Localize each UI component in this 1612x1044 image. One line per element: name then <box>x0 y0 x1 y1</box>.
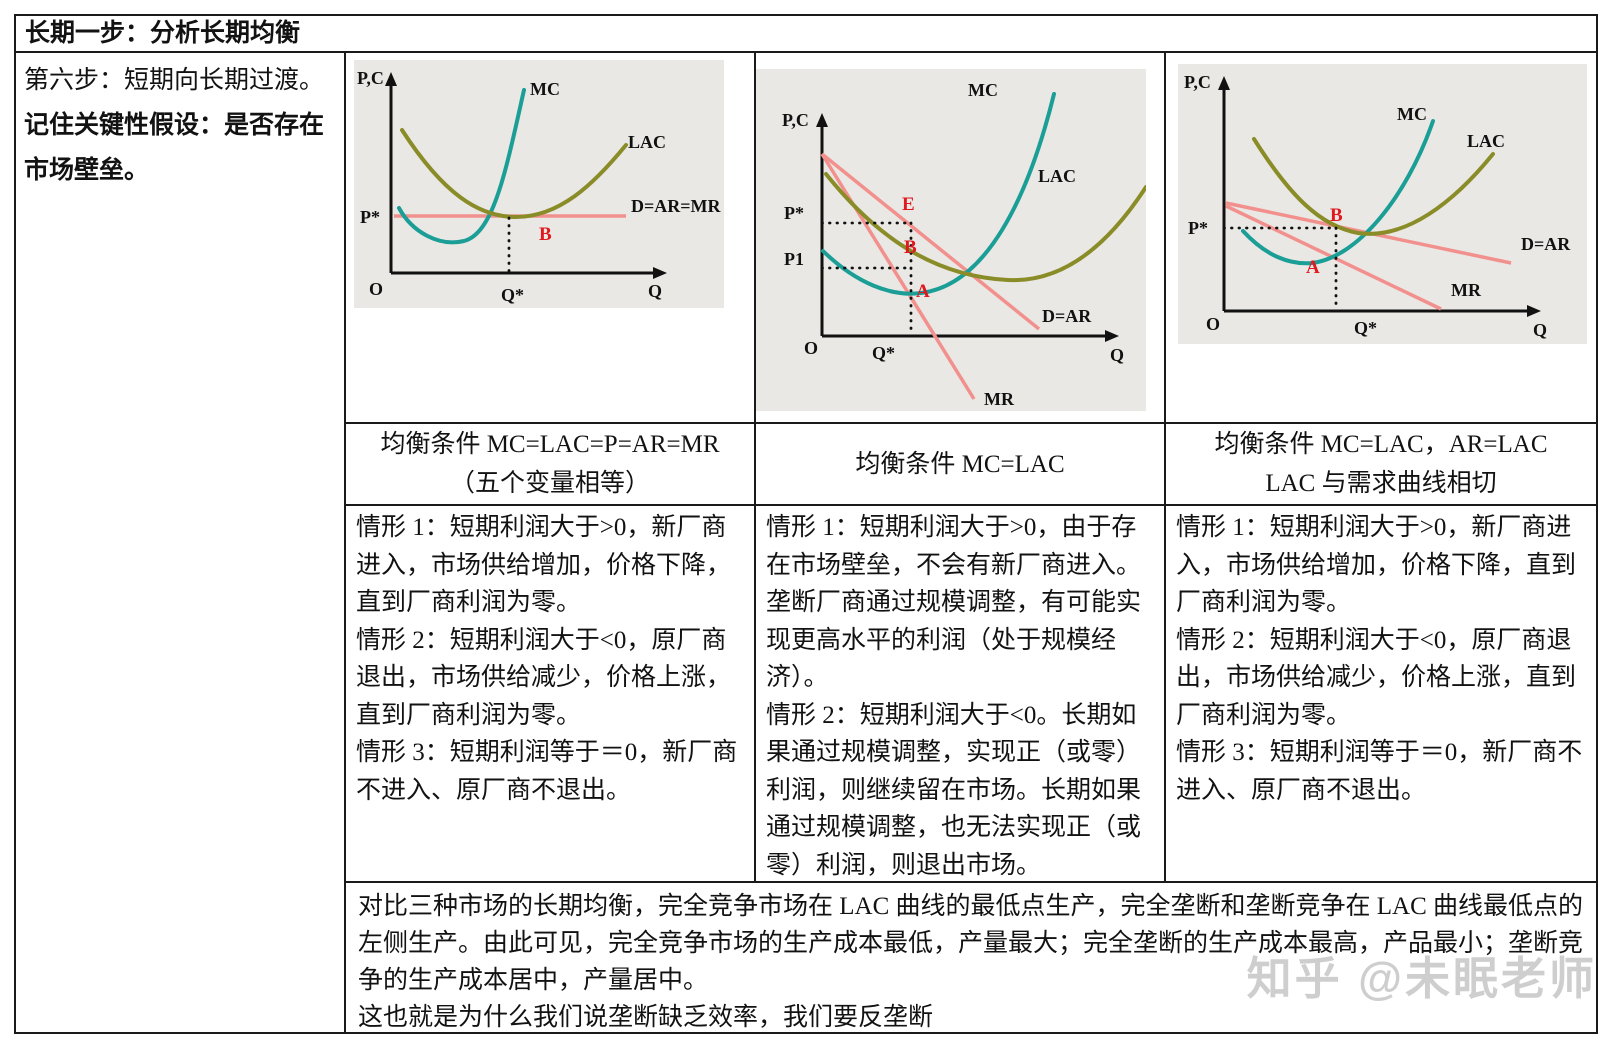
cases-cell-monopoly: 情形 1：短期利润大于>0，由于存在市场壁垒，不会有新厂商进入。垄断厂商通过规模… <box>756 504 1166 881</box>
demand-line <box>820 152 1041 331</box>
mc-label: MC <box>530 79 560 99</box>
quantity-label: Q* <box>1354 318 1377 338</box>
zhihu-watermark: 知乎 @未眠老师 <box>1246 953 1597 1004</box>
point-e-label: E <box>902 194 915 215</box>
point-b-label: B <box>539 224 552 245</box>
x-axis-label: Q <box>648 281 662 301</box>
quantity-label: Q* <box>872 343 895 363</box>
condition-line: 均衡条件 MC=LAC=P=AR=MR <box>380 431 720 458</box>
condition-line: LAC 与需求曲线相切 <box>1265 470 1497 497</box>
y-axis-label: P,C <box>782 110 809 130</box>
mc-curve <box>397 88 526 245</box>
case-text: 情形 1：短期利润大于>0，新厂商进入，市场供给增加，价格下降，直到厂商利润为零… <box>356 514 732 616</box>
x-axis-label: Q <box>1110 345 1124 365</box>
lac-label: LAC <box>628 132 666 152</box>
price-label: P* <box>1188 218 1208 238</box>
table-header-row: 长期一步：分析长期均衡 <box>16 16 1596 53</box>
summary-cell: 对比三种市场的长期均衡，完全竞争市场在 LAC 曲线的最低点生产，完全垄断和垄断… <box>346 881 1596 1031</box>
condition-cell-competition: 均衡条件 MC=LAC=P=AR=MR （五个变量相等） <box>346 422 756 504</box>
lac-curve <box>1252 137 1495 236</box>
mr-label: MR <box>984 389 1015 409</box>
lac-label: LAC <box>1467 131 1505 151</box>
y-axis-arrow-icon <box>1218 76 1230 90</box>
y-axis-arrow-icon <box>385 72 397 86</box>
y-axis-label: P,C <box>357 68 384 88</box>
case-text: 情形 1：短期利润大于>0，由于存在市场壁垒，不会有新厂商进入。垄断厂商通过规模… <box>766 514 1142 691</box>
origin-label: O <box>1206 314 1220 334</box>
y-axis-label: P,C <box>1184 72 1211 92</box>
notes-table: 长期一步：分析长期均衡 第六步：短期向长期过渡。 记住关键性假设：是否存在市场壁… <box>14 14 1598 1034</box>
mr-label: MR <box>1451 280 1482 300</box>
case-text: 情形 3：短期利润等于＝0，新厂商不进入、原厂商不退出。 <box>356 739 738 804</box>
case-text: 情形 2：短期利润大于<0，原厂商退出，市场供给减少，价格上涨，直到厂商利润为零… <box>1176 626 1577 729</box>
x-axis-arrow-icon <box>1105 330 1119 342</box>
mr-line <box>820 153 976 400</box>
price-label: P* <box>360 207 380 227</box>
point-b-label: B <box>904 237 917 258</box>
left-note-cell: 第六步：短期向长期过渡。 记住关键性假设：是否存在市场壁垒。 <box>16 53 346 1032</box>
step-text: 第六步：短期向长期过渡。 <box>24 67 325 94</box>
origin-label: O <box>804 338 818 358</box>
plot-background <box>354 60 724 308</box>
cases-cell-monopolistic: 情形 1：短期利润大于>0，新厂商进入，市场供给增加，价格下降，直到厂商利润为零… <box>1166 504 1596 881</box>
demand-label: D=AR <box>1521 234 1571 254</box>
case-text: 情形 3：短期利润等于＝0，新厂商不进入、原厂商不退出。 <box>1176 739 1583 804</box>
summary-conclusion: 这也就是为什么我们说垄断缺乏效率，我们要反垄断 <box>358 1004 934 1031</box>
quantity-label: Q* <box>501 285 524 305</box>
page-title: 长期一步：分析长期均衡 <box>25 20 301 47</box>
condition-line: 均衡条件 MC=LAC <box>855 450 1065 478</box>
price-label: P* <box>784 203 804 223</box>
key-assumption-text: 记住关键性假设：是否存在市场壁垒。 <box>24 112 325 184</box>
x-axis-arrow-icon <box>653 267 667 279</box>
summary-paragraph: 对比三种市场的长期均衡，完全竞争市场在 LAC 曲线的最低点生产，完全垄断和垄断… <box>358 893 1584 994</box>
demand-label: D=AR=MR <box>631 196 722 216</box>
condition-cell-monopolistic: 均衡条件 MC=LAC，AR=LAC LAC 与需求曲线相切 <box>1166 422 1596 504</box>
case-text: 情形 2：短期利润大于<0，原厂商退出，市场供给减少，价格上涨，直到厂商利润为零… <box>356 626 732 729</box>
mc-curve <box>821 92 1056 296</box>
diagram-cell-competition: P,C P* O Q Q* MC LAC D=AR=MR B <box>346 53 756 422</box>
y-axis-arrow-icon <box>816 113 828 127</box>
diagram-cell-monopolistic: P,C MC LAC D=AR MR P* O Q* Q B A <box>1166 53 1596 422</box>
diagram-cell-monopoly: MC P,C P* P1 LAC D=AR MR O Q Q* E B A <box>756 53 1166 422</box>
x-axis-arrow-icon <box>1527 305 1541 317</box>
lac-curve <box>824 172 1146 283</box>
plot-background <box>1178 64 1587 344</box>
point-b-label: B <box>1330 205 1343 226</box>
point-a-label: A <box>916 281 930 302</box>
condition-cell-monopoly: 均衡条件 MC=LAC <box>756 422 1166 504</box>
condition-line: 均衡条件 MC=LAC，AR=LAC <box>1214 431 1548 458</box>
mc-label: MC <box>1397 104 1427 124</box>
lac-curve <box>400 128 628 220</box>
origin-label: O <box>369 279 383 299</box>
competition-diagram: P,C P* O Q Q* MC LAC D=AR=MR B <box>354 60 724 308</box>
case-text: 情形 2：短期利润大于<0。长期如果通过规模调整，实现正（或零）利润，则继续留在… <box>766 701 1142 879</box>
case-text: 情形 1：短期利润大于>0，新厂商进入，市场供给增加，价格下降，直到厂商利润为零… <box>1176 514 1577 616</box>
point-a-label: A <box>1306 257 1320 278</box>
cases-cell-competition: 情形 1：短期利润大于>0，新厂商进入，市场供给增加，价格下降，直到厂商利润为零… <box>346 504 756 881</box>
monopoly-diagram: MC P,C P* P1 LAC D=AR MR O Q Q* E B A <box>756 69 1146 411</box>
price1-label: P1 <box>784 249 804 269</box>
lac-label: LAC <box>1038 166 1076 186</box>
condition-line: （五个变量相等） <box>449 470 650 497</box>
x-axis-label: Q <box>1533 320 1547 340</box>
monopolistic-diagram: P,C MC LAC D=AR MR P* O Q* Q B A <box>1178 64 1587 344</box>
demand-label: D=AR <box>1042 306 1092 326</box>
mc-curve <box>1241 119 1435 266</box>
mc-label: MC <box>968 80 998 100</box>
